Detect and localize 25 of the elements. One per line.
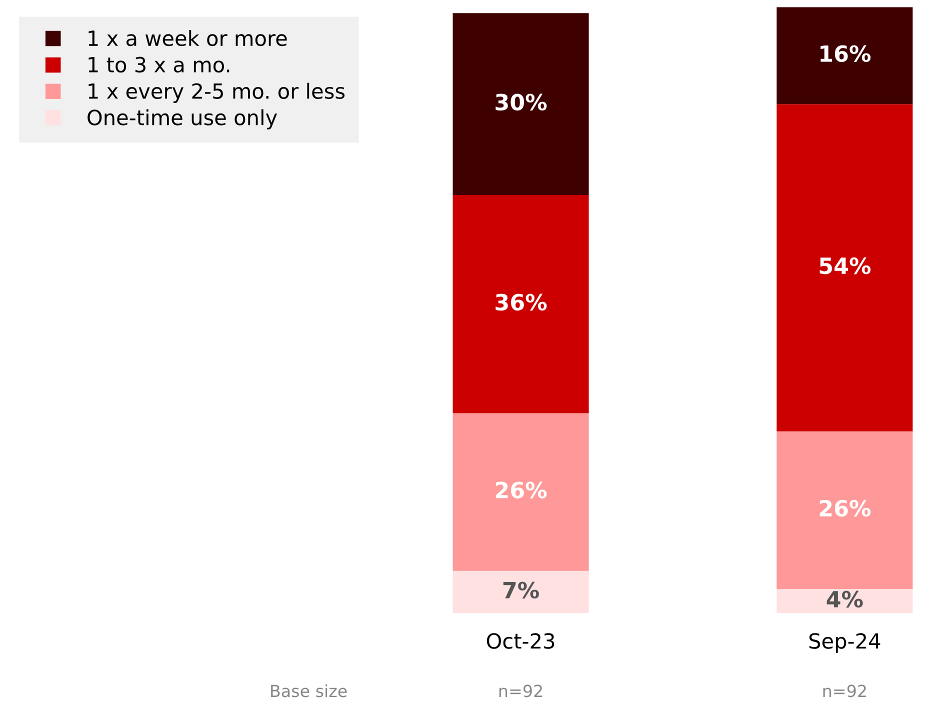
data-label: 7% (503, 582, 539, 599)
data-label: 16% (820, 45, 871, 62)
bar (452, 570, 589, 614)
bar (776, 589, 913, 614)
bar (776, 431, 913, 590)
bar (452, 195, 589, 414)
legend-label: 1 to 3 x a mo. (88, 56, 230, 73)
x-tick-label: Sep-24 (809, 633, 880, 653)
data-label: 54% (820, 257, 871, 274)
legend-label: 1 x a week or more (88, 30, 287, 46)
bar (452, 13, 589, 196)
data-label: 36% (496, 294, 547, 311)
bar (452, 413, 589, 571)
x-tick-label: Oct-23 (486, 633, 554, 649)
bar (776, 7, 913, 104)
data-label: 26% (820, 500, 871, 517)
data-label: 26% (496, 482, 547, 498)
data-label: 4% (826, 590, 863, 608)
bar (776, 104, 913, 432)
text: Base size (271, 684, 347, 698)
legend-label: One-time use only (88, 109, 278, 130)
text: n=92 (499, 684, 542, 698)
text: n=92 (823, 684, 866, 698)
data-label: 30% (496, 94, 547, 111)
legend-label: 1 x every 2-5 mo. or less (88, 82, 345, 103)
